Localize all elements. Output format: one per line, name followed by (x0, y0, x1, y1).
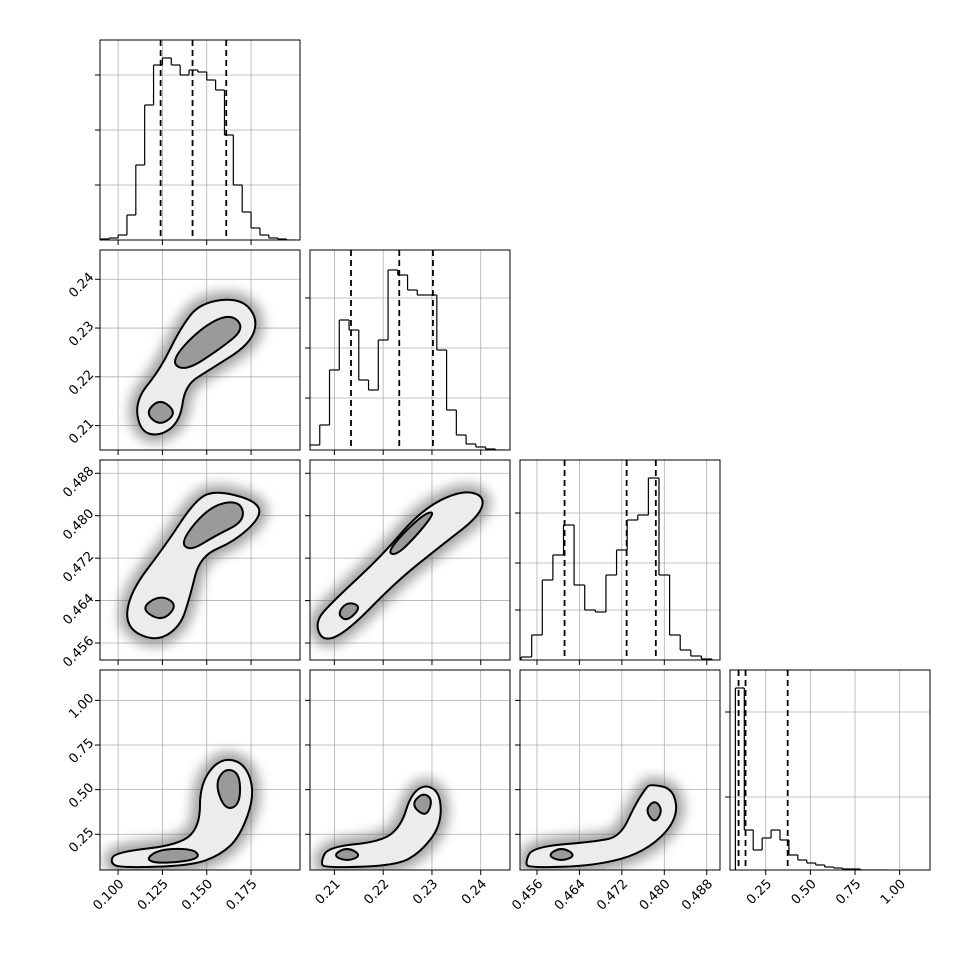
x-tick-label: 0.25 (744, 877, 775, 908)
contour (147, 847, 199, 864)
contour (525, 784, 678, 869)
contour (646, 801, 662, 822)
contour (174, 315, 242, 369)
panel-frame (309, 249, 511, 451)
panel-frame (519, 669, 721, 871)
contour (320, 785, 442, 869)
x-tick-label: 0.125 (135, 877, 172, 914)
panel-frame (309, 459, 511, 661)
histogram (520, 477, 713, 660)
panel-frame (99, 669, 301, 871)
x-tick-label: 0.23 (410, 877, 441, 908)
y-tick-label: 1.00 (66, 691, 97, 722)
x-tick-label: 0.480 (637, 877, 674, 914)
density (520, 777, 685, 870)
y-tick-label: 0.480 (60, 506, 97, 543)
y-tick-label: 0.25 (66, 825, 97, 856)
density (103, 751, 261, 870)
x-tick-label: 0.75 (833, 877, 864, 908)
x-tick-label: 0.50 (789, 877, 820, 908)
histogram (100, 57, 296, 240)
y-tick-label: 0.21 (66, 416, 97, 447)
y-tick-label: 0.24 (66, 270, 97, 301)
panel: 0.25 0.50 0.75 1.00 (725, 669, 931, 908)
x-tick-label: 0.464 (552, 877, 589, 914)
y-tick-label: 0.456 (60, 634, 97, 671)
panel (515, 459, 721, 665)
contour (182, 501, 244, 550)
y-tick-label: 0.22 (66, 368, 97, 399)
x-tick-label: 0.456 (509, 877, 546, 914)
y-tick-label: 0.50 (66, 780, 97, 811)
panel-frame (99, 39, 301, 241)
y-tick-label: 0.472 (60, 549, 97, 586)
y-tick-label: 0.488 (60, 464, 97, 501)
x-tick-label: 0.22 (361, 877, 392, 908)
contour (147, 400, 174, 424)
panel-frame (309, 669, 511, 871)
panel: 0.21 0.22 0.23 0.24 (305, 669, 511, 908)
panel (305, 459, 511, 665)
histogram (310, 269, 506, 450)
y-tick-label: 0.464 (60, 591, 97, 628)
density (119, 484, 268, 647)
contour (316, 491, 484, 640)
contour (335, 848, 360, 862)
panel-frame (729, 669, 931, 871)
histogram (734, 687, 888, 870)
x-tick-label: 0.100 (90, 877, 127, 914)
panel-frame (99, 249, 301, 451)
contour (338, 602, 360, 621)
contour (549, 848, 574, 862)
x-tick-label: 0.24 (459, 877, 490, 908)
density (313, 778, 449, 870)
x-tick-label: 1.00 (878, 877, 909, 908)
x-tick-label: 0.488 (679, 877, 716, 914)
y-tick-label: 0.23 (66, 319, 97, 350)
panel: 0.21 0.22 0.23 0.24 (66, 249, 301, 455)
x-tick-label: 0.21 (313, 877, 344, 908)
panel (305, 249, 511, 455)
contour (144, 596, 175, 620)
x-tick-label: 0.175 (223, 877, 260, 914)
y-tick-label: 0.75 (66, 736, 97, 767)
panel: 0.456 0.464 0.472 0.480 0.488 (60, 459, 301, 671)
panel: 0.100 0.125 0.150 0.175 0.25 0.50 0.75 1.00 (66, 669, 301, 914)
panel-frame (99, 459, 301, 661)
contour (389, 511, 434, 555)
contour (413, 793, 432, 815)
density (129, 291, 264, 443)
panel-frame (519, 459, 721, 661)
density (310, 484, 491, 647)
x-tick-label: 0.150 (179, 877, 216, 914)
contour (216, 769, 242, 809)
panel (95, 39, 301, 245)
x-tick-label: 0.472 (594, 877, 631, 914)
